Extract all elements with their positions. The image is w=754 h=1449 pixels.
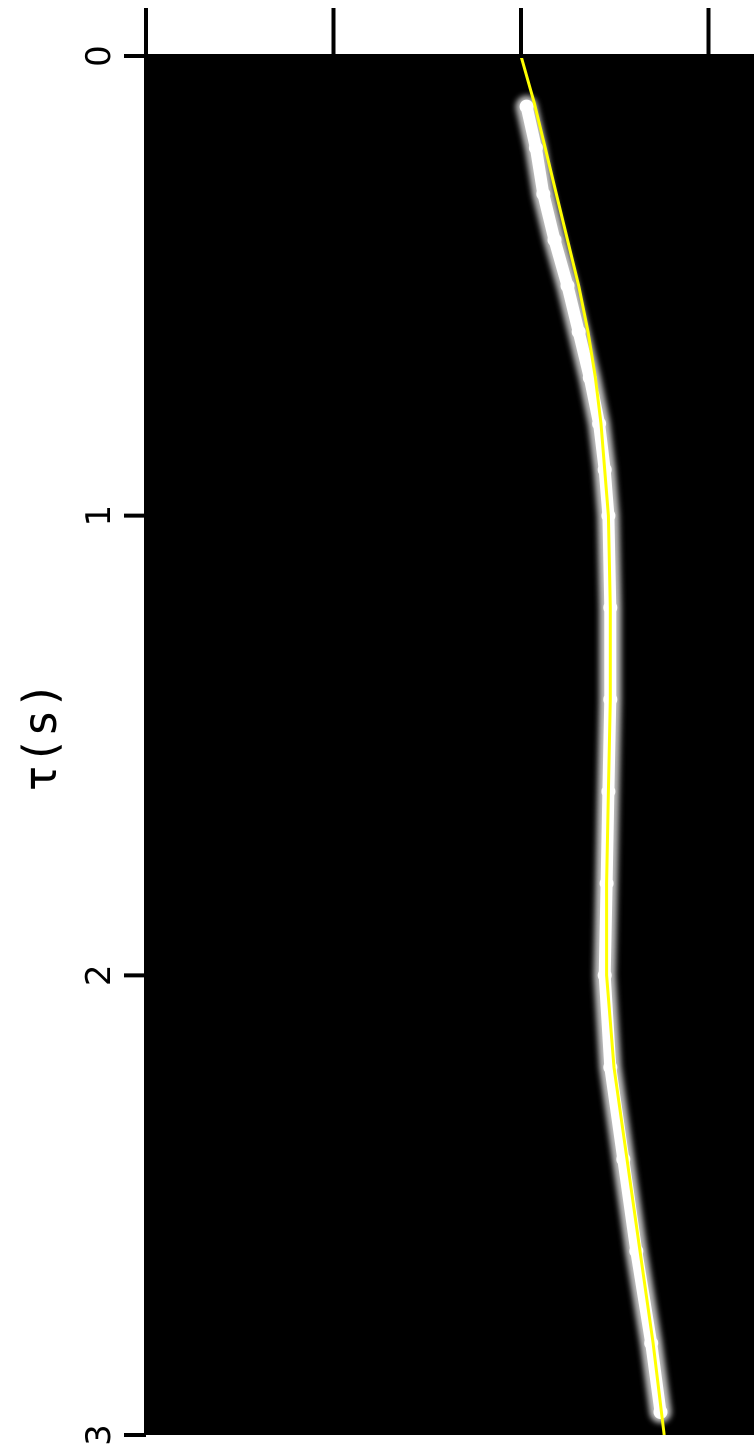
energy-point	[571, 324, 586, 339]
plot-background	[146, 56, 754, 1435]
fitted-curve-layer	[519, 55, 666, 1436]
tau-axis-title: τ(s)	[13, 682, 67, 793]
tau-tick-label: 2	[79, 965, 119, 987]
energy-point	[560, 278, 575, 293]
energy-point	[528, 140, 543, 155]
fitted-curve-line	[519, 55, 666, 1436]
energy-point	[519, 99, 534, 114]
tau-tick-label: 1	[79, 505, 119, 527]
tau-tick-label: 3	[79, 1424, 119, 1446]
energy-point	[547, 232, 562, 247]
top-tick-group	[144, 8, 711, 56]
tau-tick-label: 0	[79, 45, 119, 67]
energy-point	[536, 186, 551, 201]
energy-point	[597, 968, 612, 983]
energy-point	[582, 370, 597, 385]
left-tick-group: 0 1 2 3	[79, 45, 146, 1446]
